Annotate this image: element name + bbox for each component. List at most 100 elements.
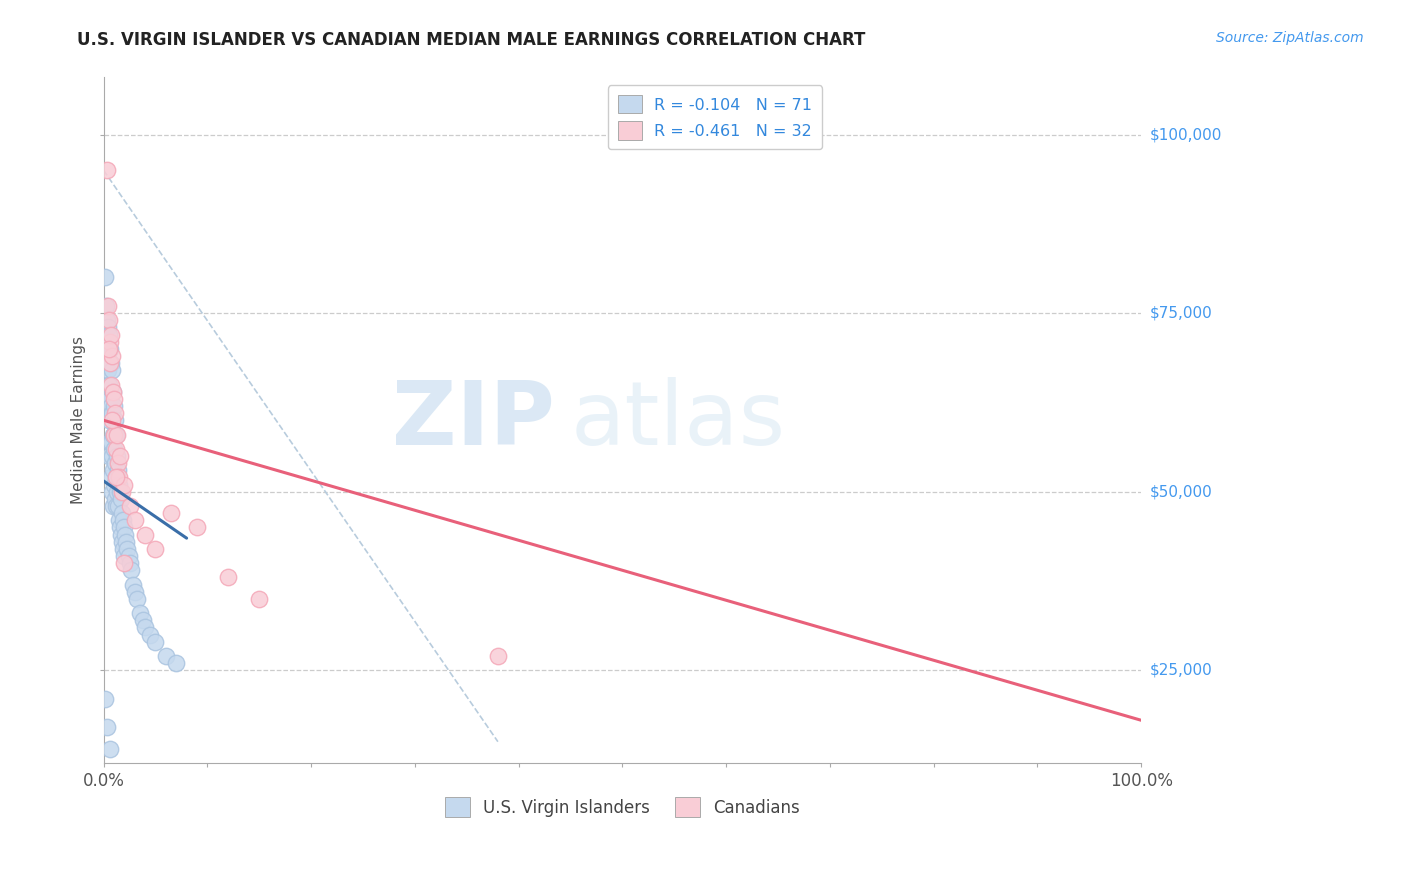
Point	[108, 520, 131, 534]
Text: $25,000: $25,000	[1150, 663, 1212, 678]
Point	[93, 270, 115, 285]
Point	[98, 742, 121, 756]
Point	[111, 534, 134, 549]
Point	[97, 413, 120, 427]
Point	[111, 484, 134, 499]
Point	[125, 591, 148, 606]
Point	[118, 499, 141, 513]
Point	[186, 520, 208, 534]
Point	[134, 527, 156, 541]
Point	[160, 506, 183, 520]
Point	[103, 442, 125, 456]
Text: $50,000: $50,000	[1150, 484, 1212, 500]
Point	[98, 334, 121, 349]
Point	[145, 541, 167, 556]
Point	[112, 541, 135, 556]
Point	[134, 620, 156, 634]
Point	[105, 427, 128, 442]
Point	[124, 513, 146, 527]
Point	[103, 399, 125, 413]
Point	[94, 299, 117, 313]
Point	[103, 392, 125, 406]
Point	[96, 720, 118, 734]
Point	[115, 534, 138, 549]
Point	[98, 356, 121, 370]
Point	[97, 320, 120, 334]
Point	[98, 392, 121, 406]
Text: $75,000: $75,000	[1150, 306, 1212, 320]
Point	[97, 327, 120, 342]
Point	[104, 406, 127, 420]
Point	[112, 549, 135, 563]
Point	[100, 327, 122, 342]
Point	[101, 413, 124, 427]
Point	[97, 299, 120, 313]
Point	[112, 556, 135, 570]
Point	[96, 313, 118, 327]
Point	[120, 563, 142, 577]
Point	[101, 427, 124, 442]
Text: ZIP: ZIP	[392, 376, 555, 464]
Point	[107, 456, 129, 470]
Point	[132, 613, 155, 627]
Point	[118, 556, 141, 570]
Point	[97, 449, 120, 463]
Point	[103, 427, 125, 442]
Point	[101, 363, 124, 377]
Point	[107, 499, 129, 513]
Point	[98, 434, 121, 449]
Point	[124, 584, 146, 599]
Point	[486, 648, 509, 663]
Point	[97, 392, 120, 406]
Text: U.S. VIRGIN ISLANDER VS CANADIAN MEDIAN MALE EARNINGS CORRELATION CHART: U.S. VIRGIN ISLANDER VS CANADIAN MEDIAN …	[77, 31, 866, 49]
Point	[97, 377, 120, 392]
Point	[105, 442, 128, 456]
Point	[112, 520, 135, 534]
Point	[108, 470, 131, 484]
Point	[97, 363, 120, 377]
Point	[107, 463, 129, 477]
Point	[100, 470, 122, 484]
Point	[139, 627, 162, 641]
Point	[104, 456, 127, 470]
Point	[217, 570, 239, 584]
Point	[165, 656, 187, 670]
Point	[94, 342, 117, 356]
Point	[97, 342, 120, 356]
Point	[105, 484, 128, 499]
Point	[104, 413, 127, 427]
Point	[101, 384, 124, 399]
Point	[105, 499, 128, 513]
Point	[96, 163, 118, 178]
Y-axis label: Median Male Earnings: Median Male Earnings	[72, 336, 86, 504]
Point	[110, 527, 132, 541]
Point	[101, 484, 124, 499]
Point	[145, 634, 167, 648]
Point	[121, 577, 143, 591]
Point	[97, 313, 120, 327]
Point	[105, 470, 128, 484]
Text: Source: ZipAtlas.com: Source: ZipAtlas.com	[1216, 31, 1364, 45]
Point	[101, 349, 124, 363]
Point	[101, 463, 124, 477]
Point	[104, 491, 127, 506]
Point	[110, 491, 132, 506]
Legend: U.S. Virgin Islanders, Canadians: U.S. Virgin Islanders, Canadians	[439, 791, 807, 823]
Point	[108, 477, 131, 491]
Point	[105, 470, 128, 484]
Point	[108, 513, 131, 527]
Point	[100, 434, 122, 449]
Point	[100, 377, 122, 392]
Point	[103, 477, 125, 491]
Point	[100, 356, 122, 370]
Point	[112, 513, 135, 527]
Point	[101, 449, 124, 463]
Point	[247, 591, 270, 606]
Point	[105, 427, 128, 442]
Point	[101, 406, 124, 420]
Point	[101, 384, 124, 399]
Point	[98, 342, 121, 356]
Point	[105, 449, 128, 463]
Point	[114, 527, 136, 541]
Point	[108, 449, 131, 463]
